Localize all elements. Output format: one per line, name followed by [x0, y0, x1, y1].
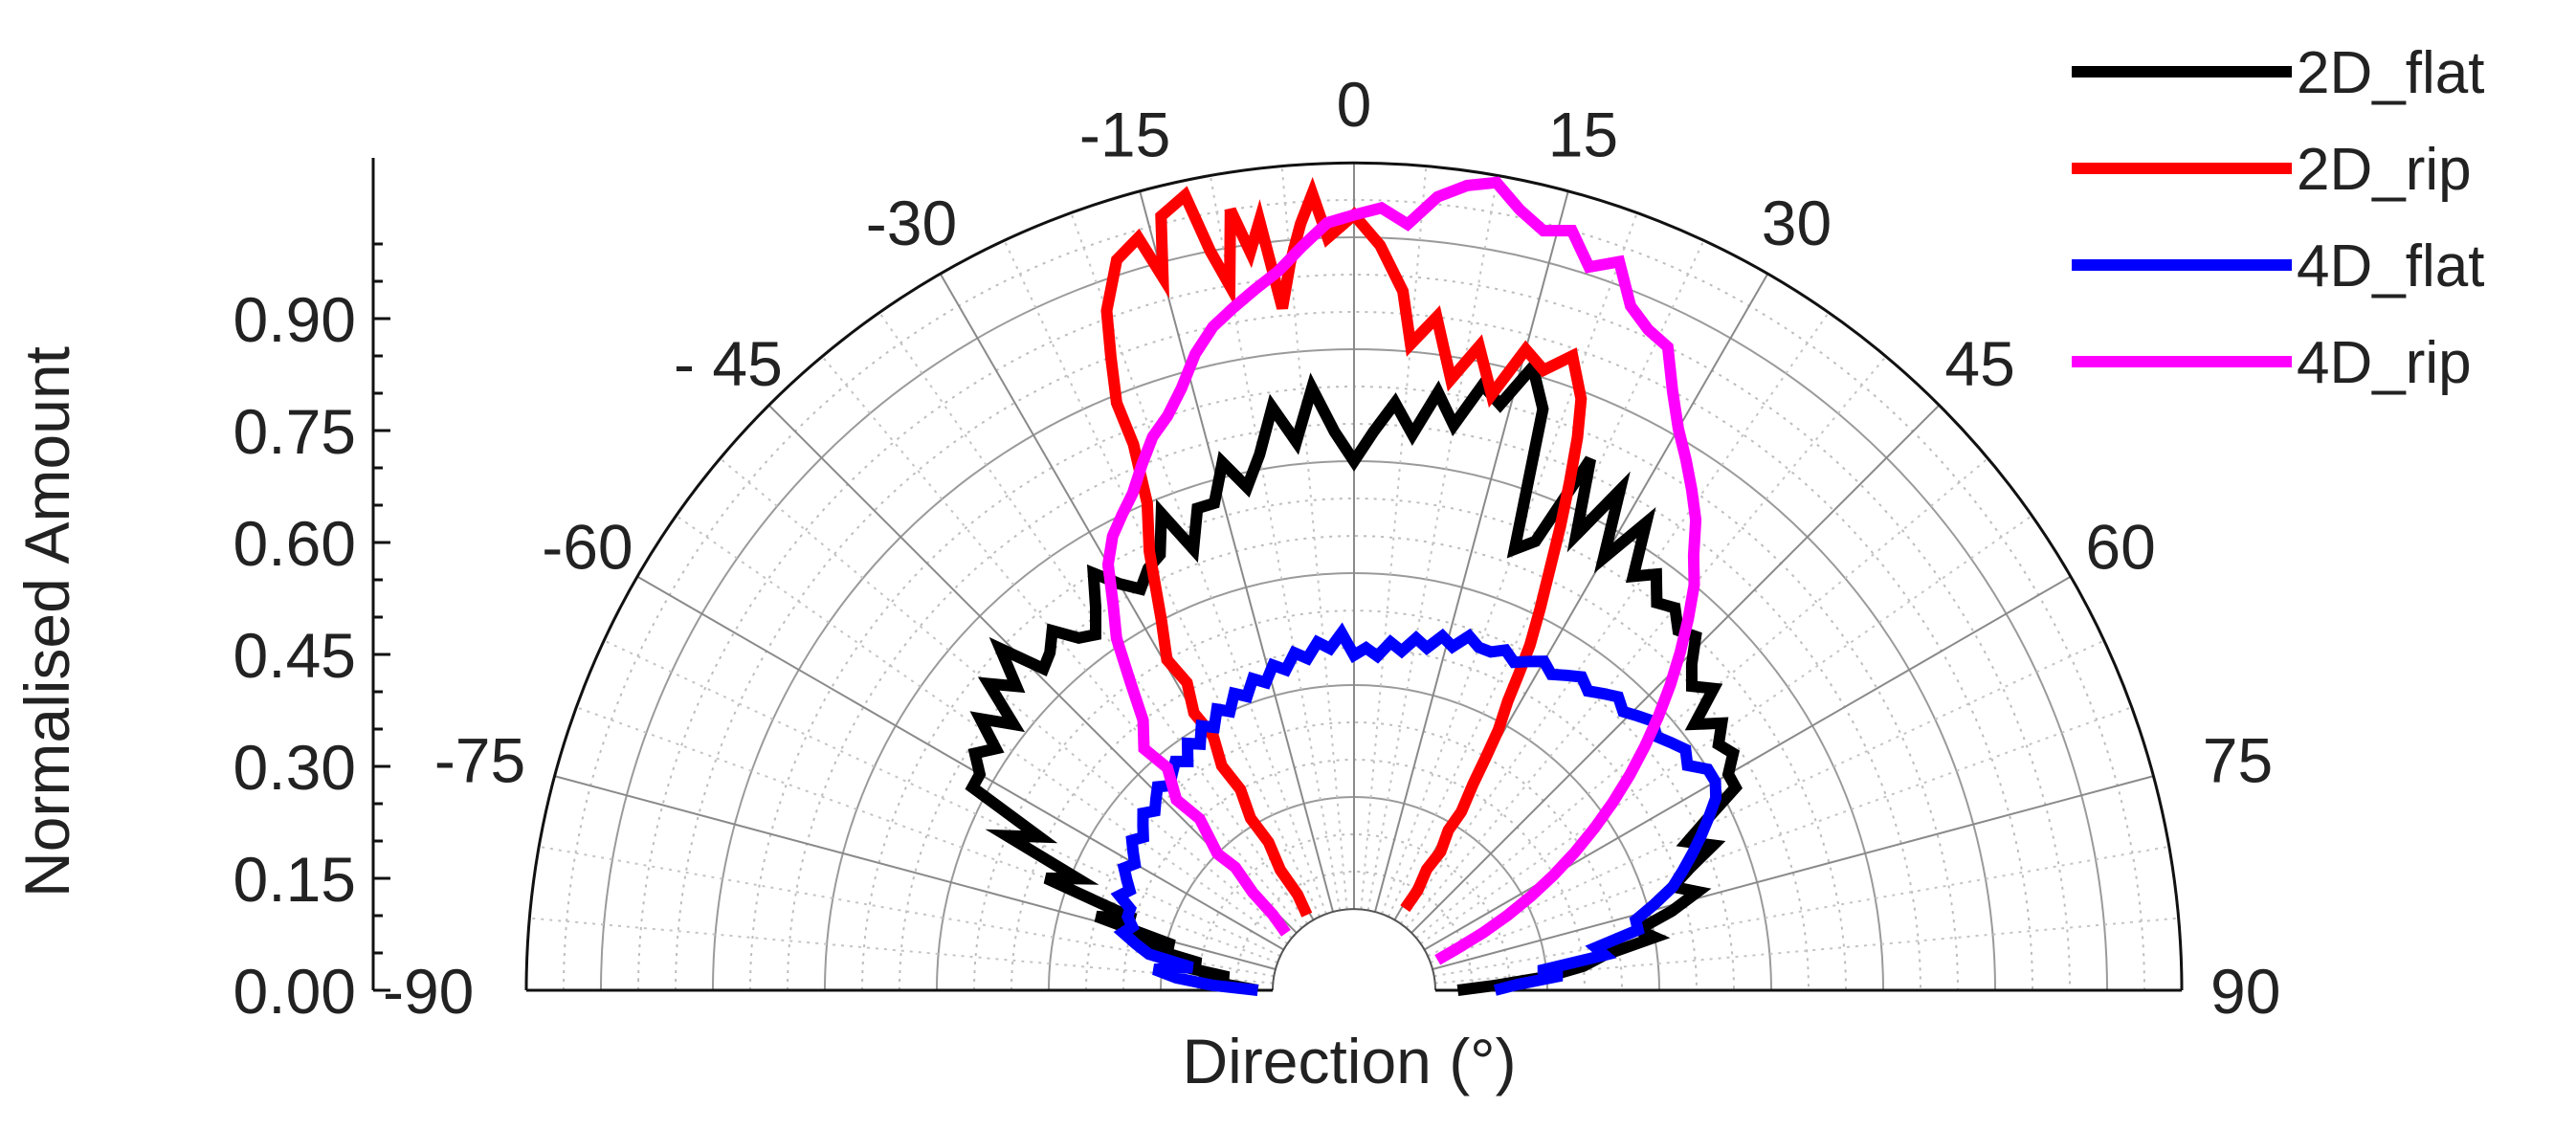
x-axis-title: Direction (°): [1182, 1026, 1516, 1096]
grid-spoke: [1405, 355, 1887, 929]
radial-tick-label: 0.45: [233, 620, 356, 691]
grid-spoke: [719, 457, 1293, 940]
legend: 2D_flat 2D_rip 4D_flat 4D_rip: [2072, 40, 2484, 396]
grid-spoke: [1432, 775, 2154, 970]
minor-arc: [1010, 647, 1698, 991]
radial-tick-label: 0.75: [233, 396, 356, 467]
angle-tick-label: - 45: [674, 328, 783, 399]
angle-tick-label: -30: [866, 188, 957, 258]
legend-label: 4D_flat: [2297, 233, 2484, 299]
series-line-2d-rip: [1100, 176, 1588, 918]
legend-label: 2D_rip: [2297, 137, 2472, 203]
grid-spoke: [821, 355, 1303, 929]
grid-spoke: [1424, 575, 2072, 951]
grid-spoke: [1381, 211, 1638, 915]
grid-spoke: [1003, 239, 1321, 918]
series-line-4d-flat: [1110, 622, 1722, 996]
minor-arc: [1197, 833, 1511, 991]
tick-layer: 0.00 0.15 0.30 0.45 0.60 0.75 0.90 -90 -75 -60 - 4…: [233, 69, 2281, 1027]
grid-spoke: [1374, 190, 1569, 913]
grid-spoke: [1433, 845, 2170, 978]
series-layer: [965, 176, 1743, 996]
grid-spoke: [575, 706, 1278, 963]
angle-tick-label: 90: [2210, 956, 2280, 1027]
grid-spoke: [538, 845, 1275, 978]
grid-spoke: [1366, 174, 1499, 911]
grid-spoke: [1399, 311, 1830, 924]
angle-tick-label: -90: [383, 956, 474, 1027]
grid-spoke: [529, 917, 1274, 985]
grid-spoke: [1139, 190, 1334, 913]
series-line-4d-rip: [1101, 176, 1702, 965]
radial-tick-label: 0.60: [233, 508, 356, 579]
angle-tick-label: -15: [1079, 100, 1170, 170]
legend-label: 4D_rip: [2297, 330, 2472, 396]
outer-arc: [524, 161, 2184, 991]
polar-grid: [524, 161, 2184, 992]
grid-spoke: [1280, 166, 1348, 910]
grid-spoke: [1427, 639, 2105, 957]
radial-tick-label: 0.30: [233, 732, 356, 803]
angle-tick-label: -75: [434, 725, 525, 796]
legend-label: 2D_flat: [2297, 40, 2484, 106]
minor-arc: [1085, 721, 1623, 991]
angle-tick-label: -60: [542, 512, 633, 583]
radial-tick-label: 0.15: [233, 844, 356, 915]
grid-spoke: [1430, 706, 2133, 963]
minor-arc: [899, 535, 1810, 991]
angle-tick-label: 30: [1762, 188, 1832, 258]
grid-spoke: [1360, 166, 1428, 910]
grid-spoke: [603, 639, 1281, 957]
angle-tick-label: 45: [1944, 328, 2014, 399]
minor-arc: [637, 274, 2071, 991]
grid-spoke: [1434, 917, 2179, 985]
y-axis-title: Normalised Amount: [11, 346, 82, 897]
series-line-2d-flat: [965, 354, 1743, 996]
angle-tick-label: 75: [2203, 725, 2273, 796]
angle-tick-label: 0: [1337, 69, 1372, 140]
radial-tick-label: 0.00: [233, 956, 356, 1027]
angle-tick-label: 15: [1548, 100, 1618, 170]
angle-tick-label: 60: [2085, 512, 2155, 583]
inner-arc: [1272, 908, 1436, 991]
radial-tick-label: 0.90: [233, 284, 356, 355]
grid-spoke: [636, 575, 1284, 951]
